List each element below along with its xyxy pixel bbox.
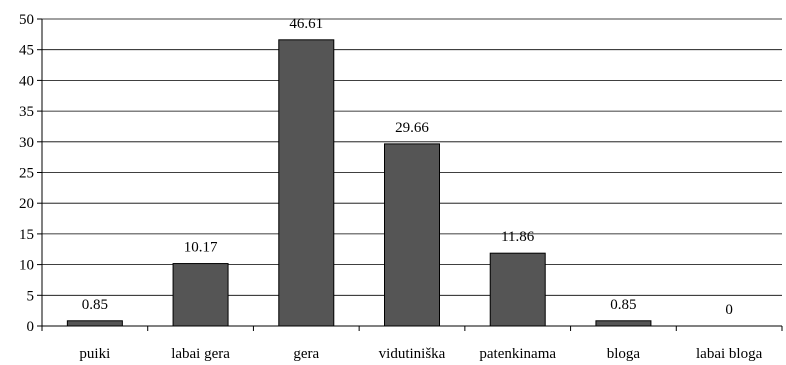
data-label-3: 29.66 bbox=[395, 120, 429, 136]
y-tick-labels: 0 5 10 15 20 25 30 35 40 45 50 bbox=[19, 12, 34, 335]
x-tick-label-0: puiki bbox=[79, 346, 110, 362]
y-tick-label-45: 45 bbox=[19, 43, 34, 59]
x-tick-label-3: vidutiniška bbox=[379, 346, 446, 362]
data-label-6: 0 bbox=[725, 302, 733, 318]
bar-1 bbox=[172, 263, 229, 327]
y-tick-label-0: 0 bbox=[27, 319, 35, 335]
y-tick-label-20: 20 bbox=[19, 196, 34, 212]
axes bbox=[37, 18, 783, 331]
bar-5 bbox=[595, 320, 652, 327]
x-tick-label-6: labai bloga bbox=[696, 346, 763, 362]
data-label-2: 46.61 bbox=[289, 16, 323, 32]
x-tick-labels: puiki labai gera gera vidutiniška patenkinam… bbox=[79, 346, 762, 362]
data-label-4: 11.86 bbox=[501, 229, 535, 245]
x-tick-label-2: gera bbox=[293, 346, 319, 362]
x-tick-label-1: labai gera bbox=[171, 346, 230, 362]
y-tick-label-25: 25 bbox=[19, 166, 34, 182]
data-label-5: 0.85 bbox=[610, 297, 636, 313]
data-label-1: 10.17 bbox=[184, 240, 218, 256]
y-tick-label-30: 30 bbox=[19, 135, 34, 151]
y-tick-label-40: 40 bbox=[19, 73, 34, 89]
bar-3 bbox=[384, 143, 440, 327]
bar-0 bbox=[66, 320, 123, 327]
y-tick-label-5: 5 bbox=[27, 288, 35, 304]
data-labels: 0.85 10.17 46.61 29.66 11.86 0.85 0 bbox=[82, 16, 733, 318]
data-label-0: 0.85 bbox=[82, 297, 108, 313]
y-tick-label-15: 15 bbox=[19, 227, 34, 243]
y-tick-label-35: 35 bbox=[19, 104, 34, 120]
x-tick-label-4: patenkinama bbox=[479, 346, 556, 362]
bar-2 bbox=[278, 39, 335, 327]
y-tick-label-10: 10 bbox=[19, 258, 34, 274]
x-tick-label-5: bloga bbox=[607, 346, 641, 362]
bars bbox=[66, 39, 652, 327]
bar-4 bbox=[489, 252, 546, 327]
y-tick-label-50: 50 bbox=[19, 12, 34, 28]
